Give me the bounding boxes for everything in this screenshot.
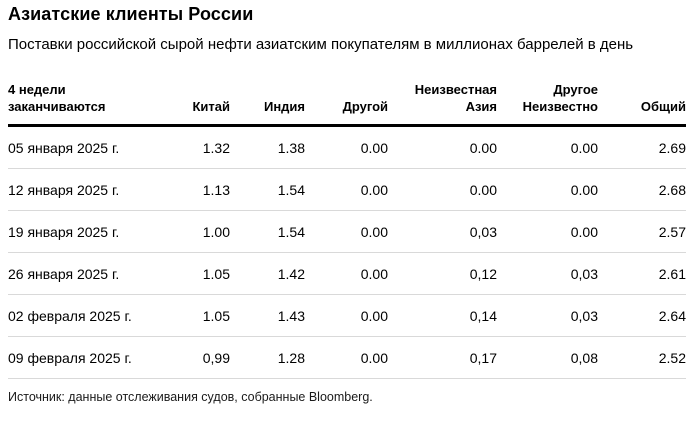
cell-india: 1.28	[230, 336, 305, 379]
table-body: 05 января 2025 г. 1.32 1.38 0.00 0.00 0.…	[8, 125, 686, 379]
cell-unknown-asia: 0,03	[388, 210, 497, 253]
subtitle: Поставки российской сырой нефти азиатски…	[8, 36, 634, 53]
cell-other: 0.00	[305, 336, 388, 379]
row-date: 02 февраля 2025 г.	[8, 294, 158, 337]
cell-unknown-asia: 0,14	[388, 294, 497, 337]
header-total: Общий	[598, 81, 686, 127]
cell-china: 1.32	[158, 125, 230, 169]
cell-other: 0.00	[305, 294, 388, 337]
header-other: Другой	[305, 81, 388, 127]
cell-total: 2.57	[598, 210, 686, 253]
table-row: 12 января 2025 г. 1.13 1.54 0.00 0.00 0.…	[8, 168, 686, 211]
cell-total: 2.68	[598, 168, 686, 211]
cell-total: 2.69	[598, 125, 686, 169]
cell-other: 0.00	[305, 125, 388, 169]
table-row: 02 февраля 2025 г. 1.05 1.43 0.00 0,14 0…	[8, 294, 686, 337]
cell-other-unknown: 0,08	[497, 336, 598, 379]
cell-china: 0,99	[158, 336, 230, 379]
source-note: Источник: данные отслеживания судов, соб…	[8, 390, 373, 404]
header-weeks-ending: 4 недели заканчиваются	[8, 81, 158, 127]
cell-china: 1.00	[158, 210, 230, 253]
header-row: 4 недели заканчиваются Китай Индия Друго…	[8, 81, 686, 127]
cell-china: 1.05	[158, 294, 230, 337]
cell-india: 1.54	[230, 168, 305, 211]
cell-unknown-asia: 0,17	[388, 336, 497, 379]
cell-unknown-asia: 0.00	[388, 168, 497, 211]
row-date: 26 января 2025 г.	[8, 252, 158, 295]
cell-other: 0.00	[305, 210, 388, 253]
table-row: 09 февраля 2025 г. 0,99 1.28 0.00 0,17 0…	[8, 336, 686, 379]
cell-total: 2.61	[598, 252, 686, 295]
table-row: 19 января 2025 г. 1.00 1.54 0.00 0,03 0.…	[8, 210, 686, 253]
row-date: 05 января 2025 г.	[8, 125, 158, 169]
row-date: 12 января 2025 г.	[8, 168, 158, 211]
cell-other-unknown: 0.00	[497, 210, 598, 253]
table-header: 4 недели заканчиваются Китай Индия Друго…	[8, 81, 686, 127]
cell-other-unknown: 0.00	[497, 125, 598, 169]
cell-other-unknown: 0,03	[497, 252, 598, 295]
cell-india: 1.43	[230, 294, 305, 337]
header-unknown-asia: Неизвестная Азия	[388, 81, 497, 127]
cell-other: 0.00	[305, 168, 388, 211]
cell-india: 1.38	[230, 125, 305, 169]
cell-unknown-asia: 0,12	[388, 252, 497, 295]
row-date: 19 января 2025 г.	[8, 210, 158, 253]
cell-total: 2.64	[598, 294, 686, 337]
cell-other-unknown: 0.00	[497, 168, 598, 211]
cell-china: 1.05	[158, 252, 230, 295]
cell-other-unknown: 0,03	[497, 294, 598, 337]
cell-india: 1.54	[230, 210, 305, 253]
cell-china: 1.13	[158, 168, 230, 211]
table-row: 26 января 2025 г. 1.05 1.42 0.00 0,12 0,…	[8, 252, 686, 295]
row-date: 09 февраля 2025 г.	[8, 336, 158, 379]
cell-other: 0.00	[305, 252, 388, 295]
header-india: Индия	[230, 81, 305, 127]
header-other-unknown: Другое Неизвестно	[497, 81, 598, 127]
header-china: Китай	[158, 81, 230, 127]
cell-total: 2.52	[598, 336, 686, 379]
cell-india: 1.42	[230, 252, 305, 295]
cell-unknown-asia: 0.00	[388, 125, 497, 169]
deliveries-table: 4 недели заканчиваются Китай Индия Друго…	[8, 81, 686, 379]
table-row: 05 января 2025 г. 1.32 1.38 0.00 0.00 0.…	[8, 125, 686, 169]
page-title: Азиатские клиенты России	[8, 4, 254, 24]
